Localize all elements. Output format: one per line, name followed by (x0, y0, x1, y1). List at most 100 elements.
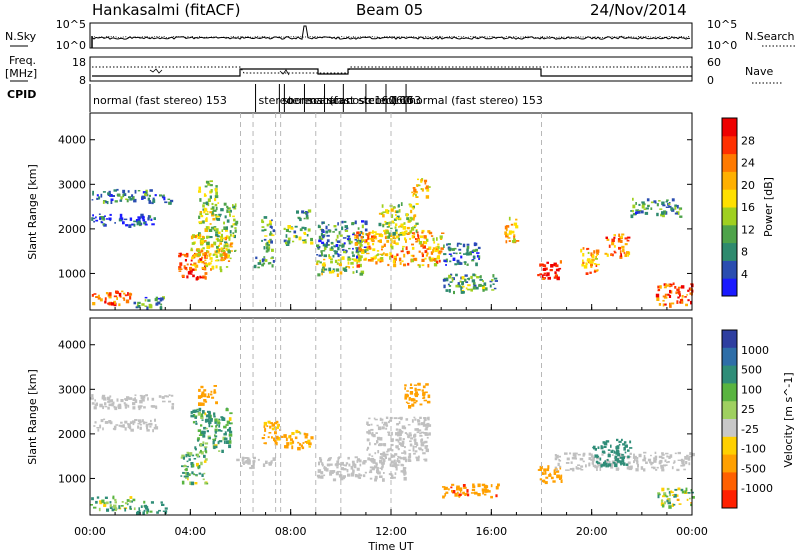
power-cell (357, 237, 360, 240)
power-cell (586, 247, 590, 250)
power-cell (318, 239, 322, 243)
velocity-colorbar-frame (721, 329, 738, 509)
power-cell (215, 231, 219, 234)
mode-change-lines (240, 113, 542, 515)
power-cell (113, 189, 117, 192)
power-cell (465, 281, 469, 283)
power-cell (261, 229, 265, 232)
power-cell (155, 303, 159, 306)
power-cell (466, 252, 470, 256)
velocity-cell (683, 468, 686, 471)
power-cell (207, 202, 210, 207)
velocity-cell (616, 450, 620, 454)
velocity-cell (426, 445, 429, 447)
velocity-cell (204, 419, 208, 423)
power-cell (432, 249, 435, 253)
power-cell (336, 240, 341, 243)
power-cell (472, 255, 476, 259)
power-cell (362, 232, 365, 236)
velocity-cell (138, 507, 140, 511)
power-cell (434, 250, 438, 253)
power-cells (91, 178, 694, 310)
power-colorbar-tick-label: 28 (741, 134, 755, 147)
power-cell (379, 239, 382, 243)
velocity-cell (374, 452, 377, 455)
velocity-cell (660, 464, 664, 468)
power-cell (408, 219, 412, 222)
velocity-cell (400, 418, 403, 421)
power-cell (590, 263, 593, 267)
power-cell (409, 204, 413, 208)
velocity-cell (215, 424, 218, 426)
power-cell (323, 258, 326, 261)
power-cell (411, 258, 415, 263)
power-cell (452, 252, 456, 254)
velocity-region (90, 495, 136, 512)
velocity-cell (594, 448, 597, 451)
power-cell (339, 234, 343, 237)
power-cell (91, 217, 94, 221)
power-cell (303, 241, 307, 244)
power-cell (142, 195, 146, 199)
power-cell (613, 245, 616, 248)
power-cell (159, 297, 163, 302)
power-colorbar-cell (722, 118, 737, 137)
power-cell (425, 185, 429, 189)
velocity-cell (319, 475, 322, 478)
velocity-cell (118, 403, 122, 406)
power-cell (113, 300, 116, 305)
velocity-cell (152, 429, 154, 433)
power-cell (127, 190, 130, 193)
power-cell (212, 217, 216, 221)
velocity-cell (253, 456, 256, 460)
power-cell (317, 247, 320, 250)
power-cell (225, 243, 229, 246)
power-cell (374, 255, 377, 259)
velocity-cell (308, 442, 312, 446)
power-cell (163, 194, 165, 197)
nave-label: Nave (745, 65, 773, 78)
power-cell (114, 222, 116, 224)
power-cell (513, 237, 516, 240)
velocity-cell (545, 476, 549, 479)
velocity-cell (423, 458, 427, 461)
velocity-cell (603, 461, 606, 466)
power-cell (381, 254, 384, 256)
velocity-cell (684, 490, 687, 494)
velocity-cell (279, 429, 282, 431)
velocity-cell (205, 414, 210, 418)
velocity-cell (96, 427, 100, 429)
velocity-cell (684, 456, 687, 460)
velocity-cell (139, 420, 142, 423)
velocity-cell (418, 447, 422, 450)
power-cell (271, 234, 275, 237)
power-cell (185, 254, 188, 258)
velocity-cell (428, 432, 431, 436)
velocity-cell (320, 475, 324, 479)
power-cell (424, 180, 427, 185)
velocity-cell (414, 388, 417, 391)
power-cell (283, 227, 286, 230)
power-cell (463, 261, 467, 263)
power-cell (505, 227, 508, 232)
velocity-cell (106, 508, 110, 512)
power-cell (455, 284, 459, 288)
velocity-cell (444, 486, 448, 490)
velocity-cell (376, 466, 379, 471)
velocity-cell (390, 454, 394, 458)
power-cell (92, 217, 96, 220)
velocity-cell (407, 456, 412, 459)
power-cell (402, 232, 406, 236)
power-cell (203, 210, 206, 214)
velocity-cell (108, 403, 112, 407)
velocity-cell (636, 460, 639, 465)
velocity-cell (497, 483, 500, 487)
velocity-cell (616, 458, 620, 462)
velocity-cell (127, 424, 130, 428)
power-cell (687, 299, 690, 302)
velocity-cell (627, 461, 631, 465)
velocity-cell (154, 418, 156, 422)
velocity-cell (197, 429, 202, 432)
power-cell (204, 194, 207, 197)
power-cell (213, 227, 216, 230)
